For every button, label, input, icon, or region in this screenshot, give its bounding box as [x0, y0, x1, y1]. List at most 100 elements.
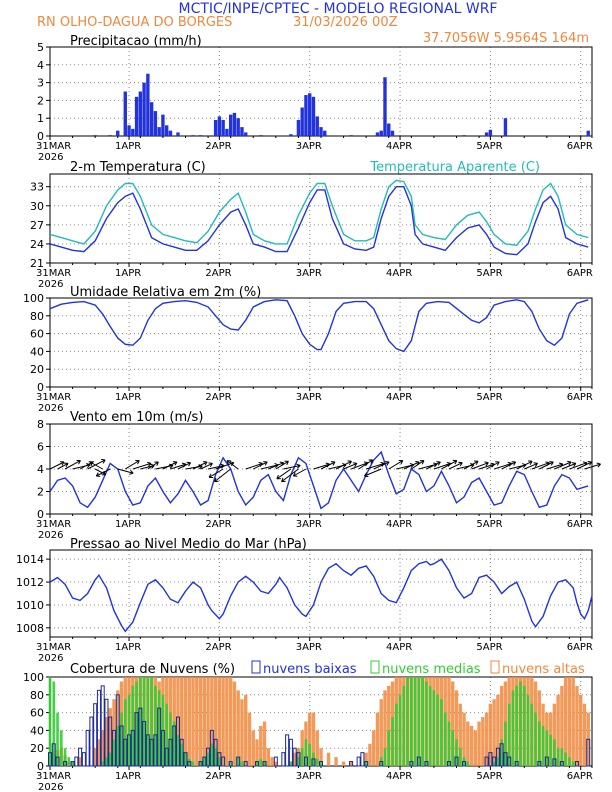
wind-arrow: [516, 460, 533, 470]
wind-arrow-head: [567, 460, 572, 466]
wind-arrow-head: [202, 461, 208, 466]
cloud-low-bar: [288, 738, 293, 767]
wind-arrow: [403, 461, 420, 470]
x-tick-label: 4APR: [386, 268, 412, 279]
wind-arrow: [501, 461, 516, 470]
panel-pressure: Pressao ao Nivel Medio do Mar (hPa) 1008…: [16, 537, 593, 664]
wind-arrow: [539, 461, 554, 470]
precip-bar: [484, 132, 489, 136]
cloud-low-bar: [202, 756, 207, 767]
cloud-mid-bar: [255, 761, 259, 766]
legend-mid: nuvens medias: [382, 662, 481, 677]
cloud-low-bar: [108, 716, 113, 767]
cloud-low-bar: [586, 738, 591, 767]
cloud-low-bar: [559, 761, 564, 767]
wind-arrow: [350, 462, 369, 470]
cloud-high-bar: [372, 730, 376, 766]
cloud-high-bar: [101, 730, 105, 766]
precip-bar: [503, 118, 508, 136]
x-tick-label: 5APR: [476, 519, 502, 530]
cloud-low-bar: [364, 761, 369, 767]
wind-arrow-head: [89, 461, 95, 466]
wind-arrow-head: [385, 460, 390, 466]
cloud-low-bar: [462, 761, 467, 767]
wind-arrow-head: [330, 461, 336, 466]
x-tick-label: 1APR: [115, 771, 141, 782]
cloud-high-bar: [308, 712, 312, 766]
wind-arrow: [293, 468, 307, 477]
temp-line-cyan: [49, 179, 589, 246]
legend-swatch-high: [490, 660, 500, 674]
y-tick-label: 0: [37, 130, 44, 143]
cloud-mid-bar: [229, 761, 232, 766]
cloud-mid-bar: [184, 752, 187, 766]
cloud-low-bar: [149, 738, 154, 767]
precip-bar: [127, 125, 131, 136]
wind-arrow-head: [587, 461, 593, 466]
cloud-high-bar: [274, 761, 278, 766]
wind-arrow-head: [101, 459, 106, 464]
cloud-high-bar: [225, 677, 229, 766]
cloud-high-bar: [262, 721, 267, 766]
y-tick-label: 2: [37, 486, 44, 499]
cloud-mid-bar: [154, 685, 157, 766]
precip-bar: [217, 116, 222, 136]
cloud-low-bar: [424, 761, 429, 767]
cloud-mid-bar: [63, 748, 67, 766]
cloud-mid-bar: [383, 748, 387, 766]
cloud-low-bar: [85, 729, 90, 767]
cloud-low-bar: [544, 756, 549, 767]
cloud-low-bar: [63, 761, 68, 767]
x-tick-label: 6APR: [567, 519, 593, 530]
y-tick-label: 0: [37, 381, 44, 394]
cloud-mid-bar: [131, 685, 135, 766]
cloud-low-bar: [503, 752, 508, 767]
cloud-mid-bar: [428, 685, 432, 766]
cloud-low-bar: [164, 747, 169, 767]
legend-high: nuvens altas: [502, 662, 585, 677]
cloud-high-bar: [191, 677, 195, 766]
precip-bar: [315, 116, 319, 136]
cloud-mid-bar: [180, 743, 184, 766]
wind-arrow: [569, 462, 588, 470]
cloud-mid-bar: [56, 712, 59, 766]
cloud-low-bar: [213, 738, 218, 767]
cloud-high-bar: [481, 717, 485, 766]
x-year-label: 2026: [38, 279, 63, 290]
cloud-high-bar: [571, 677, 575, 766]
x-tick-label: 5APR: [476, 268, 502, 279]
precip-bar: [375, 132, 380, 136]
precip-bar: [225, 128, 229, 136]
wind-arrow-head: [533, 462, 538, 467]
wind-arrow-head: [511, 461, 517, 466]
precip-bar: [586, 130, 590, 136]
cloud-mid-bar: [214, 748, 217, 766]
plot-frame: [49, 173, 593, 264]
y-tick-label: 1: [37, 112, 44, 125]
cloud-low-bar: [183, 752, 188, 767]
cloud-mid-bar: [545, 730, 549, 766]
cloud-mid-bar: [537, 721, 541, 766]
precip-bar: [311, 96, 316, 136]
wind-arrow: [89, 461, 103, 470]
cloud-high-bar: [78, 757, 82, 766]
cloud-low-bar: [454, 756, 459, 767]
cloud-mid-bar: [455, 739, 458, 766]
cloud-low-bar: [349, 761, 354, 767]
cloud-mid-bar: [541, 725, 545, 766]
wind-arrow: [170, 463, 186, 470]
wind-arrow-head: [474, 460, 479, 466]
y-tick-label: 24: [30, 238, 44, 251]
wind-arrow: [125, 460, 140, 470]
x-tick-label: 2APR: [205, 268, 231, 279]
precip-title: Precipitacao (mm/h): [70, 34, 202, 49]
temp-title: 2-m Temperatura (C): [70, 160, 206, 175]
wind-arrow: [207, 465, 225, 470]
wind-arrow: [132, 462, 152, 470]
cloud-mid-bar: [187, 758, 191, 766]
cloud-mid-bar: [289, 761, 293, 766]
cloud-low-bar: [142, 721, 147, 767]
precip-bar: [289, 134, 293, 136]
cloud-low-bar: [119, 725, 124, 767]
cloud-mid-bar: [112, 739, 116, 766]
